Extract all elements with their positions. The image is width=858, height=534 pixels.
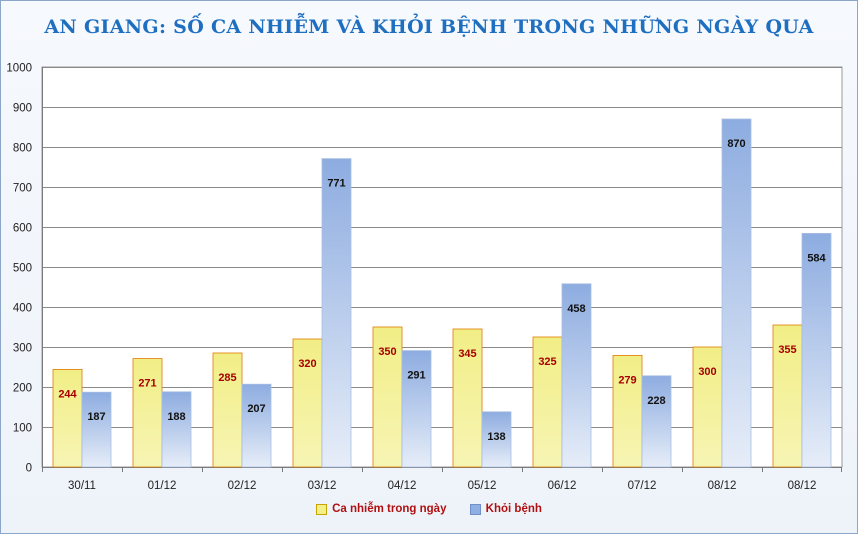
legend-item-recovered: Khỏi bệnh bbox=[469, 503, 542, 515]
y-tick-label: 200 bbox=[13, 383, 32, 395]
y-tick-label: 900 bbox=[13, 103, 32, 115]
data-label-recovered: 584 bbox=[807, 252, 826, 264]
x-tick-label: 30/11 bbox=[68, 480, 96, 492]
x-tick-label: 03/12 bbox=[308, 480, 337, 492]
chart-title: AN GIANG: SỐ CA NHIỄM VÀ KHỎI BỆNH TRONG… bbox=[44, 16, 814, 38]
data-label-cases: 300 bbox=[698, 366, 716, 378]
y-tick-label: 300 bbox=[13, 343, 32, 355]
data-label-cases: 279 bbox=[618, 374, 636, 386]
bar-cases bbox=[212, 352, 243, 468]
legend-item-cases: Ca nhiễm trong ngày bbox=[316, 503, 446, 515]
legend: Ca nhiễm trong ngày Khỏi bệnh bbox=[0, 503, 858, 518]
y-tick-label: 400 bbox=[13, 303, 32, 315]
data-label-cases: 271 bbox=[138, 378, 156, 390]
bar-recovered bbox=[721, 118, 752, 468]
data-label-cases: 285 bbox=[218, 372, 236, 384]
data-label-recovered: 207 bbox=[247, 403, 265, 415]
bar-recovered bbox=[241, 383, 272, 468]
data-label-cases: 325 bbox=[538, 356, 556, 368]
bar-cases bbox=[772, 324, 803, 468]
legend-label-recovered: Khỏi bệnh bbox=[485, 503, 542, 515]
data-label-recovered: 228 bbox=[647, 395, 665, 407]
data-label-recovered: 291 bbox=[407, 370, 425, 382]
y-tick-label: 0 bbox=[26, 463, 32, 475]
bar-recovered bbox=[561, 283, 592, 468]
bar-recovered bbox=[401, 350, 432, 468]
data-label-cases: 345 bbox=[458, 348, 476, 360]
y-tick-label: 1000 bbox=[6, 63, 32, 75]
x-tick-label: 04/12 bbox=[388, 480, 417, 492]
bar-cases bbox=[532, 336, 563, 468]
data-label-recovered: 870 bbox=[727, 138, 745, 150]
y-tick-label: 100 bbox=[13, 423, 32, 435]
bar-recovered bbox=[161, 391, 192, 468]
x-tick-label: 05/12 bbox=[468, 480, 497, 492]
bar-cases bbox=[452, 328, 483, 468]
bar-recovered bbox=[641, 375, 672, 468]
data-label-recovered: 188 bbox=[167, 411, 185, 423]
y-tick-label: 600 bbox=[13, 223, 32, 235]
data-label-cases: 320 bbox=[298, 358, 316, 370]
bar-cases bbox=[692, 346, 723, 468]
y-tick-label: 700 bbox=[13, 183, 32, 195]
legend-swatch-cases bbox=[316, 503, 328, 515]
data-label-recovered: 138 bbox=[487, 431, 505, 443]
data-label-recovered: 458 bbox=[567, 303, 585, 315]
bar-recovered bbox=[321, 158, 352, 468]
x-tick-label: 08/12 bbox=[788, 480, 817, 492]
x-tick-label: 02/12 bbox=[228, 480, 257, 492]
data-label-recovered: 187 bbox=[87, 411, 105, 423]
data-label-cases: 355 bbox=[778, 344, 796, 356]
x-tick-label: 06/12 bbox=[548, 480, 577, 492]
data-label-cases: 350 bbox=[378, 346, 396, 358]
bar-recovered bbox=[801, 232, 832, 468]
bar-recovered bbox=[81, 391, 112, 468]
data-label-cases: 244 bbox=[58, 388, 77, 400]
legend-label-cases: Ca nhiễm trong ngày bbox=[332, 503, 447, 515]
bar-cases bbox=[52, 368, 83, 468]
bar-cases bbox=[292, 338, 323, 468]
x-tick-label: 01/12 bbox=[148, 480, 177, 492]
bar-cases bbox=[612, 354, 643, 468]
data-label-recovered: 771 bbox=[327, 178, 345, 190]
x-tick-label: 07/12 bbox=[628, 480, 657, 492]
y-tick-label: 500 bbox=[13, 263, 32, 275]
y-tick-label: 800 bbox=[13, 143, 32, 155]
x-tick-label: 08/12 bbox=[708, 480, 737, 492]
bar-cases bbox=[132, 358, 163, 468]
legend-swatch-recovered bbox=[469, 503, 481, 515]
bar-cases bbox=[372, 326, 403, 468]
bar-recovered bbox=[481, 411, 512, 468]
